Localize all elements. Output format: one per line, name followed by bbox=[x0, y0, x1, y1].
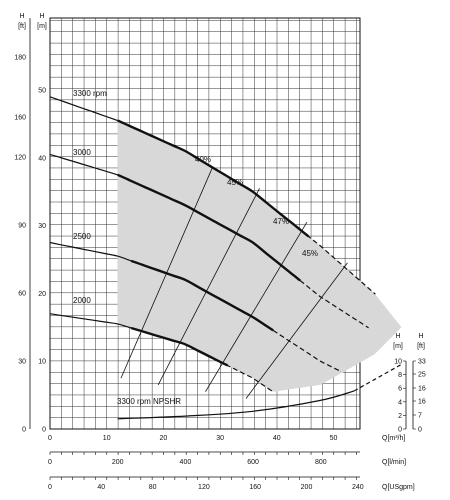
npsh-ft-tick: 0 bbox=[418, 427, 422, 434]
label-npshr: 3300 rpm NPSHR bbox=[117, 397, 181, 406]
npsh-ft-tick: 33 bbox=[418, 359, 426, 366]
left-outer-tick: 120 bbox=[14, 155, 26, 162]
label-2500: 2500 bbox=[73, 232, 91, 241]
npsh-layer bbox=[117, 363, 402, 420]
left-inner-unit-bottom: [m] bbox=[37, 23, 47, 30]
label-2000: 2000 bbox=[73, 296, 91, 305]
left-inner-tick: 30 bbox=[38, 223, 46, 230]
x-main-tick: 0 bbox=[48, 435, 52, 442]
left-inner-tick: 20 bbox=[38, 291, 46, 298]
efficiency-line bbox=[157, 188, 260, 386]
left-inner-unit-top: H bbox=[39, 13, 44, 20]
left-outer-tick: 90 bbox=[18, 223, 26, 230]
x-usgpm-tick: 0 bbox=[48, 484, 52, 491]
npshr-curve bbox=[117, 390, 355, 420]
head-curve-bold bbox=[117, 119, 310, 238]
efficiency-line bbox=[245, 262, 348, 399]
x-main-tick: 50 bbox=[330, 435, 338, 442]
x-usgpm-tick: 80 bbox=[149, 484, 157, 491]
eff-label-45a: 45% bbox=[227, 178, 243, 187]
x-usgpm-tick: 120 bbox=[198, 484, 210, 491]
left-inner-tick: 40 bbox=[38, 155, 46, 162]
head-curve-dashed bbox=[225, 364, 275, 393]
npsh-m-tick: 10 bbox=[394, 359, 402, 366]
npsh-m-tick: 8 bbox=[398, 372, 402, 379]
npsh-ft-unit-top: H bbox=[418, 333, 423, 340]
operating-region-shade bbox=[117, 120, 402, 392]
left-inner-tick: 0 bbox=[42, 427, 46, 434]
x-lmin-tick: 800 bbox=[315, 459, 327, 466]
x-lmin-axis-label: Q[l/min] bbox=[382, 459, 406, 466]
label-3300-rpm: 3300 rpm bbox=[73, 89, 107, 98]
x-usgpm-tick: 40 bbox=[97, 484, 105, 491]
head-curve-thin bbox=[49, 241, 132, 262]
npsh-ft-tick: 16 bbox=[418, 399, 426, 406]
left-inner-tick: 10 bbox=[38, 359, 46, 366]
plot-frame bbox=[49, 17, 361, 430]
npsh-m-unit-top: H bbox=[395, 333, 400, 340]
x-lmin-tick: 200 bbox=[112, 459, 124, 466]
x-lmin-tick: 400 bbox=[180, 459, 192, 466]
eff-label-47: 47% bbox=[273, 217, 289, 226]
npsh-m-tick: 0 bbox=[398, 427, 402, 434]
eff-label-45b: 45% bbox=[302, 249, 318, 258]
left-outer-tick: 0 bbox=[22, 427, 26, 434]
head-curve-bold bbox=[117, 173, 301, 282]
npshr-curve-dashed bbox=[353, 363, 402, 392]
x-main-tick: 40 bbox=[273, 435, 281, 442]
left-outer-tick: 160 bbox=[14, 115, 26, 122]
head-curve-bold bbox=[130, 326, 228, 367]
npsh-m-tick: 6 bbox=[398, 386, 402, 393]
left-outer-unit-top: H bbox=[19, 13, 24, 20]
head-curve-dashed bbox=[299, 280, 369, 329]
left-outer-tick: 30 bbox=[18, 359, 26, 366]
x-main-axis-label: Q[m³/h] bbox=[382, 435, 405, 442]
x-main-tick: 30 bbox=[216, 435, 224, 442]
npsh-ft-tick: 25 bbox=[418, 372, 426, 379]
npsh-ft-tick: 7 bbox=[418, 413, 422, 420]
x-main-tick: 10 bbox=[103, 435, 111, 442]
head-curve-bold bbox=[130, 259, 274, 332]
x-main-tick: 20 bbox=[160, 435, 168, 442]
x-lmin-tick: 600 bbox=[247, 459, 259, 466]
npsh-m-tick: 4 bbox=[398, 399, 402, 406]
x-usgpm-tick: 200 bbox=[301, 484, 313, 491]
head-curve-thin bbox=[49, 313, 132, 329]
label-3000: 3000 bbox=[73, 148, 91, 157]
left-outer-tick: 60 bbox=[18, 291, 26, 298]
head-curve-thin bbox=[49, 96, 118, 122]
x-lmin-tick: 0 bbox=[48, 459, 52, 466]
left-outer-unit-bottom: [ft] bbox=[18, 23, 26, 30]
x-usgpm-axis-label: Q[USgpm] bbox=[382, 484, 415, 491]
npsh-ft-tick: 16 bbox=[418, 386, 426, 393]
left-outer-tick: 180 bbox=[14, 55, 26, 62]
x-usgpm-tick: 240 bbox=[352, 484, 364, 491]
head-curve-dashed bbox=[306, 234, 376, 295]
left-inner-tick: 50 bbox=[38, 88, 46, 95]
x-usgpm-tick: 160 bbox=[249, 484, 261, 491]
head-curve-thin bbox=[49, 153, 118, 176]
head-curve-dashed bbox=[272, 329, 342, 373]
eff-label-40: 40% bbox=[195, 155, 211, 164]
npsh-m-unit-bottom: [m] bbox=[393, 343, 403, 350]
npsh-m-tick: 2 bbox=[398, 413, 402, 420]
series-layer bbox=[49, 96, 376, 393]
npsh-ft-unit-bottom: [ft] bbox=[417, 343, 425, 350]
